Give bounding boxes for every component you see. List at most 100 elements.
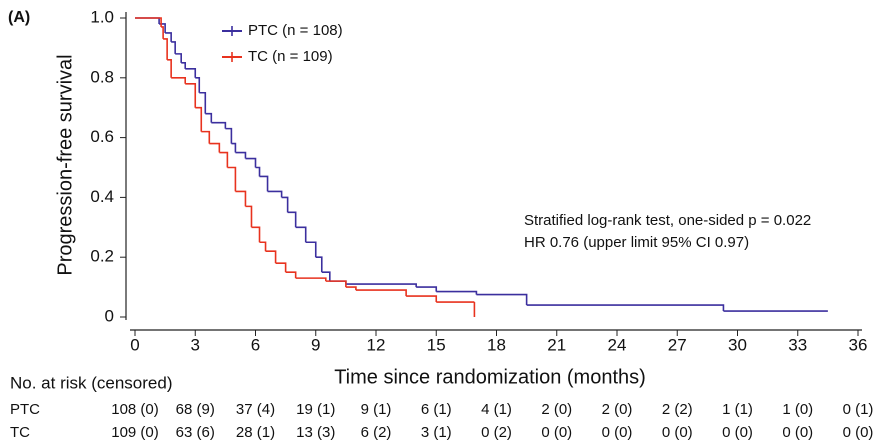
- risk-cell: 109 (0): [111, 424, 159, 441]
- x-tick-label: 36: [849, 335, 868, 354]
- survival-step: [275, 262, 287, 273]
- survival-step: [159, 23, 166, 33]
- risk-cell: 0 (0): [541, 424, 572, 441]
- risk-cell: 37 (4): [236, 401, 275, 418]
- x-tick-label: 3: [191, 335, 200, 354]
- risk-cell: 63 (6): [176, 424, 215, 441]
- survival-step: [163, 38, 168, 60]
- risk-row-label: PTC: [10, 401, 40, 418]
- risk-cell: 2 (2): [662, 401, 693, 418]
- survival-step: [227, 166, 237, 192]
- legend-label: PTC (n = 108): [248, 22, 343, 39]
- survival-step: [251, 226, 261, 243]
- survival-step: [321, 271, 331, 282]
- risk-cell: 0 (1): [843, 401, 874, 418]
- y-tick-label: 0.8: [90, 67, 114, 86]
- survival-step: [185, 68, 197, 78]
- risk-cell: 108 (0): [111, 401, 159, 418]
- survival-step: [285, 271, 297, 279]
- survival-step: [205, 112, 213, 123]
- risk-cell: 13 (3): [296, 424, 335, 441]
- survival-step: [171, 77, 187, 84]
- risk-row-label: TC: [10, 424, 30, 441]
- y-tick-label: 0.6: [90, 127, 114, 146]
- survival-step: [526, 304, 725, 312]
- x-tick-label: 21: [547, 335, 566, 354]
- x-tick-label: 6: [251, 335, 260, 354]
- survival-step: [181, 62, 187, 69]
- survival-step: [281, 196, 289, 213]
- y-tick-label: 1.0: [90, 7, 114, 26]
- y-axis-label: Progression-free survival: [54, 54, 76, 275]
- x-tick-label: 18: [487, 335, 506, 354]
- survival-step: [235, 190, 247, 207]
- survival-step: [287, 211, 297, 228]
- survival-step: [315, 256, 323, 273]
- risk-cell: 0 (0): [602, 424, 633, 441]
- x-axis-label: Time since randomization (months): [334, 366, 646, 388]
- survival-step: [245, 205, 253, 228]
- x-tick-label: 30: [728, 335, 747, 354]
- survival-step: [211, 121, 227, 129]
- x-tick-label: 9: [311, 335, 320, 354]
- survival-step: [225, 127, 233, 144]
- survival-step: [476, 293, 528, 306]
- legend-label: TC (n = 109): [248, 48, 333, 65]
- x-tick-label: 0: [130, 335, 139, 354]
- survival-step: [165, 32, 172, 42]
- risk-cell: 19 (1): [296, 401, 335, 418]
- risk-cell: 3 (1): [421, 424, 452, 441]
- survival-step: [175, 53, 182, 63]
- risk-cell: 4 (1): [481, 401, 512, 418]
- survival-step: [259, 241, 267, 252]
- survival-step: [355, 289, 407, 297]
- risk-cell: 0 (0): [722, 424, 753, 441]
- survival-step: [195, 106, 203, 132]
- survival-step: [135, 17, 160, 24]
- risk-table-title: No. at risk (censored): [10, 373, 173, 392]
- risk-cell: 1 (1): [722, 401, 753, 418]
- survival-step: [416, 286, 438, 292]
- survival-step: [171, 41, 176, 54]
- risk-cell: 1 (0): [782, 401, 813, 418]
- panel-label: (A): [8, 9, 30, 26]
- survival-step: [295, 277, 327, 282]
- survival-step: [135, 17, 162, 27]
- risk-cell: 9 (1): [361, 401, 392, 418]
- survival-step: [267, 190, 283, 198]
- risk-cell: 6 (1): [421, 401, 452, 418]
- x-tick-label: 12: [367, 335, 386, 354]
- risk-cell: 0 (0): [843, 424, 874, 441]
- survival-step: [201, 130, 211, 144]
- survival-step: [436, 290, 478, 295]
- survival-step: [245, 157, 257, 168]
- x-tick-label: 33: [788, 335, 807, 354]
- survival-step: [295, 226, 307, 243]
- risk-cell: 28 (1): [236, 424, 275, 441]
- x-tick-label: 27: [668, 335, 687, 354]
- annotation: Stratified log-rank test, one-sided p = …: [524, 212, 811, 229]
- x-tick-label: 15: [427, 335, 446, 354]
- annotation: HR 0.76 (upper limit 95% CI 0.97): [524, 234, 749, 251]
- survival-step: [167, 59, 172, 78]
- survival-step: [345, 283, 417, 288]
- survival-step: [195, 77, 201, 93]
- y-tick-label: 0.2: [90, 247, 114, 266]
- survival-step: [255, 166, 261, 177]
- risk-cell: 0 (0): [782, 424, 813, 441]
- survival-step: [235, 151, 247, 159]
- risk-cell: 6 (2): [361, 424, 392, 441]
- survival-step: [209, 142, 221, 153]
- survival-step: [185, 82, 197, 108]
- risk-cell: 2 (0): [602, 401, 633, 418]
- survival-step: [199, 91, 207, 114]
- risk-cell: 0 (2): [481, 424, 512, 441]
- survival-step: [259, 175, 269, 192]
- survival-step: [345, 286, 357, 291]
- survival-step: [219, 151, 229, 168]
- survival-step: [406, 295, 438, 303]
- risk-cell: 2 (0): [541, 401, 572, 418]
- x-tick-label: 24: [608, 335, 627, 354]
- risk-cell: 68 (9): [176, 401, 215, 418]
